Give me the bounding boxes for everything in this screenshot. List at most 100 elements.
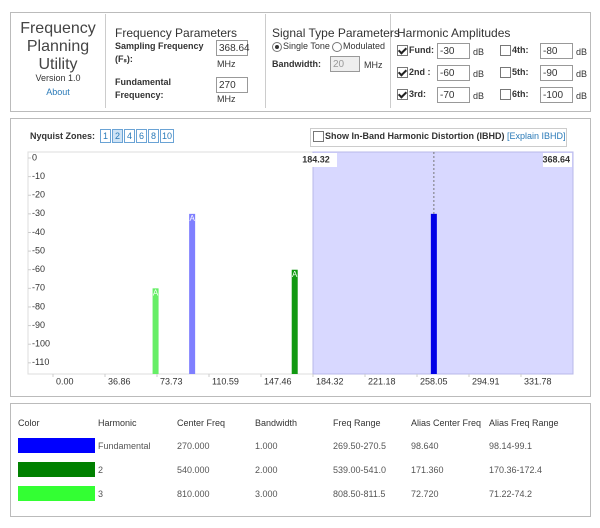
table-cell: 71.22-74.2	[489, 489, 533, 499]
y-tick-label: -40	[32, 227, 45, 237]
table-cell: 539.00-541.0	[333, 465, 387, 475]
zone-button[interactable]: 6	[136, 129, 147, 143]
y-tick-label: -100	[32, 339, 50, 349]
x-tick-label: 294.91	[472, 376, 500, 386]
y-tick-label: -80	[32, 301, 45, 311]
unit: MHz	[217, 59, 236, 69]
alias-label: A	[292, 270, 298, 279]
checkbox[interactable]	[500, 45, 511, 56]
unit: MHz	[217, 94, 236, 104]
radio-label: Modulated	[343, 41, 386, 51]
table-cell: 171.360	[411, 465, 444, 475]
x-tick-label: 331.78	[524, 376, 552, 386]
table-cell: 98.14-99.1	[489, 441, 533, 451]
label: Nyquist Zones:	[30, 131, 96, 141]
harmonic-label: 2nd :	[409, 67, 431, 77]
table-header: Alias Center Freq	[411, 418, 482, 428]
alias-label: A	[153, 288, 159, 297]
zone-button[interactable]: 8	[148, 129, 159, 143]
zone-button[interactable]: 4	[124, 129, 135, 143]
table-cell: 2.000	[255, 465, 278, 475]
input[interactable]: 368.64	[216, 40, 250, 56]
ibhd-box	[310, 128, 567, 147]
table-cell: 3	[98, 489, 104, 499]
input[interactable]: -100	[540, 87, 573, 103]
y-tick-label: -50	[32, 245, 45, 255]
harmonic-label: 3rd:	[409, 89, 427, 99]
table-header: Harmonic	[98, 418, 137, 428]
table-cell: 810.000	[177, 489, 210, 499]
heading: Frequency Parameters	[115, 26, 238, 40]
x-tick-label: 147.46	[264, 376, 292, 386]
input[interactable]: 270	[216, 77, 248, 93]
checkbox[interactable]	[313, 131, 324, 142]
unit: dB	[473, 91, 485, 101]
y-tick-label: -10	[32, 171, 45, 181]
checkbox[interactable]	[500, 67, 511, 78]
table-cell: 98.640	[411, 441, 439, 451]
zone-label: 184.32	[302, 154, 330, 164]
unit: MHz	[364, 60, 383, 70]
table-header: Freq Range	[333, 418, 381, 428]
input[interactable]: -80	[540, 43, 573, 59]
table-cell: 269.50-270.5	[333, 441, 387, 451]
heading: Harmonic Amplitudes	[397, 26, 511, 40]
y-tick-label: -60	[32, 264, 45, 274]
checkbox[interactable]	[397, 89, 408, 100]
settings-panel	[10, 12, 591, 112]
unit: dB	[576, 91, 588, 101]
y-tick-label: -20	[32, 190, 45, 200]
table-header: Color	[18, 418, 40, 428]
table-header: Center Freq	[177, 418, 226, 428]
table-cell: 540.000	[177, 465, 210, 475]
bar	[152, 288, 159, 374]
input[interactable]: 20	[330, 56, 360, 72]
input[interactable]: -70	[437, 87, 470, 103]
x-tick-label: 221.18	[368, 376, 396, 386]
y-tick-label: 0	[32, 152, 37, 162]
version: Version 1.0	[35, 73, 81, 83]
table-cell: 2	[98, 465, 104, 475]
zone-label: 368.64	[542, 154, 570, 164]
explain-link[interactable]: [Explain IBHD]	[507, 131, 566, 141]
heading: Signal Type Parameters	[272, 26, 400, 40]
bar	[430, 213, 437, 374]
input[interactable]: -60	[437, 65, 470, 81]
checkbox[interactable]	[500, 89, 511, 100]
table-cell: 170.36-172.4	[489, 465, 543, 475]
table-cell: 3.000	[255, 489, 278, 499]
input[interactable]: -90	[540, 65, 573, 81]
separator	[390, 14, 391, 108]
y-tick-label: -70	[32, 283, 45, 293]
radio-label: Single Tone	[283, 41, 330, 51]
zone-button[interactable]: 1	[100, 129, 111, 143]
table-cell: 270.000	[177, 441, 210, 451]
harmonic-label: 5th:	[512, 67, 529, 77]
about-link[interactable]: About	[46, 87, 70, 97]
checkbox[interactable]	[397, 67, 408, 78]
x-tick-label: 0.00	[56, 376, 74, 386]
x-tick-label: 73.73	[160, 376, 183, 386]
zone-label-bg	[295, 153, 337, 167]
input[interactable]: -30	[437, 43, 470, 59]
separator	[105, 14, 106, 108]
app-title: Frequency Planning Utility	[20, 20, 96, 73]
x-tick-label: 258.05	[420, 376, 448, 386]
label: Sampling Frequency (Fₛ):	[115, 41, 204, 64]
separator	[265, 14, 266, 108]
table-cell: 808.50-811.5	[333, 489, 386, 499]
zone-button[interactable]: 10	[160, 129, 174, 143]
table-cell: 72.720	[411, 489, 439, 499]
bar	[291, 269, 298, 374]
table-header: Alias Freq Range	[489, 418, 559, 428]
table-header: Bandwidth	[255, 418, 298, 428]
radio[interactable]	[272, 42, 282, 52]
unit: dB	[576, 69, 588, 79]
radio[interactable]	[332, 42, 342, 52]
zone-button[interactable]: 2	[112, 129, 123, 143]
table-panel	[10, 403, 591, 517]
checkbox[interactable]	[397, 45, 408, 56]
ibhd-label: Show In-Band Harmonic Distortion (IBHD)	[325, 131, 505, 141]
table-cell: Fundamental	[98, 441, 151, 451]
